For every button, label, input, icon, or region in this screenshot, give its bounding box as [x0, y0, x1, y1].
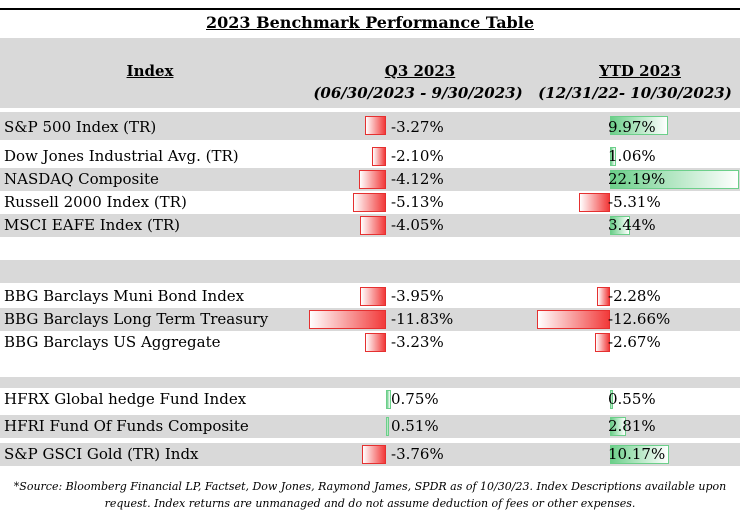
ytd-data-bar	[610, 216, 630, 235]
ytd-data-bar	[610, 417, 627, 436]
ytd-return: -12.66%	[608, 310, 671, 328]
column-header-q3-range: (06/30/2023 - 9/30/2023)	[313, 84, 523, 102]
table-row: BBG Barclays US Aggregate -3.23% -2.67%	[0, 331, 740, 354]
q3-data-bar	[386, 390, 391, 409]
q3-data-bar	[372, 147, 386, 166]
index-name: Dow Jones Industrial Avg. (TR)	[4, 147, 239, 165]
q3-data-bar	[364, 116, 386, 135]
table-header: Index Q3 2023 (06/30/2023 - 9/30/2023) Y…	[0, 38, 740, 108]
q3-return: 0.75%	[391, 390, 439, 408]
table-row: NASDAQ Composite -4.12% 22.19%	[0, 168, 740, 191]
ytd-return: 22.19%	[608, 170, 666, 188]
index-name: BBG Barclays US Aggregate	[4, 333, 221, 351]
ytd-return: -2.67%	[608, 333, 661, 351]
q3-return: -3.27%	[391, 118, 444, 136]
ytd-return: 1.06%	[608, 147, 656, 165]
q3-return: -4.12%	[391, 170, 444, 188]
table-title: 2023 Benchmark Performance Table	[0, 8, 740, 34]
ytd-data-bar	[610, 116, 668, 135]
q3-data-bar	[386, 417, 390, 436]
table-row: BBG Barclays Long Term Treasury -11.83% -1…	[0, 308, 740, 331]
table-row: MSCI EAFE Index (TR) -4.05% 3.44%	[0, 214, 740, 237]
table-row: S&P 500 Index (TR) -3.27% 9.97%	[0, 112, 740, 140]
q3-return: 0.51%	[391, 417, 439, 435]
index-name: Russell 2000 Index (TR)	[4, 193, 187, 211]
q3-data-bar	[365, 333, 386, 352]
ytd-return: 9.97%	[608, 118, 656, 136]
q3-data-bar	[359, 216, 386, 235]
source-footnote: *Source: Bloomberg Financial LP, Factset…	[13, 480, 727, 510]
q3-return: -5.13%	[391, 193, 444, 211]
ytd-return: -2.28%	[608, 287, 661, 305]
q3-return: -3.23%	[391, 333, 444, 351]
index-name: S&P 500 Index (TR)	[4, 118, 157, 136]
table-row: HFRI Fund Of Funds Composite 0.51% 2.81%	[0, 415, 740, 438]
q3-data-bar	[359, 170, 386, 189]
index-name: BBG Barclays Muni Bond Index	[4, 287, 245, 305]
ytd-return: 3.44%	[608, 216, 656, 234]
index-name: S&P GSCI Gold (TR) Indx	[4, 445, 199, 463]
ytd-data-bar	[579, 193, 610, 212]
q3-data-bar	[352, 193, 386, 212]
ytd-data-bar	[596, 287, 610, 306]
q3-return: -4.05%	[391, 216, 444, 234]
q3-data-bar	[360, 287, 386, 306]
q3-data-bar	[309, 310, 386, 329]
ytd-data-bar	[610, 147, 617, 166]
spacer-row	[0, 237, 740, 260]
column-header-q3: Q3 2023	[384, 62, 456, 80]
table-row: Russell 2000 Index (TR) -5.13% -5.31%	[0, 191, 740, 214]
table-row: HFRX Global hedge Fund Index 0.75% 0.55%	[0, 388, 740, 411]
column-header-index: Index	[126, 62, 174, 80]
q3-return: -11.83%	[391, 310, 454, 328]
ytd-return: -5.31%	[608, 193, 661, 211]
ytd-return: 2.81%	[608, 417, 656, 435]
q3-return: -2.10%	[391, 147, 444, 165]
ytd-data-bar	[536, 310, 610, 329]
ytd-data-bar	[610, 445, 669, 464]
q3-data-bar	[361, 445, 386, 464]
q3-return: -3.95%	[391, 287, 444, 305]
ytd-return: 0.55%	[608, 390, 656, 408]
column-header-ytd: YTD 2023	[599, 62, 681, 80]
spacer-row	[0, 260, 740, 283]
index-name: BBG Barclays Long Term Treasury	[4, 310, 269, 328]
ytd-data-bar	[610, 170, 739, 189]
index-name: NASDAQ Composite	[4, 170, 159, 188]
ytd-data-bar	[594, 333, 610, 352]
table-row: S&P GSCI Gold (TR) Indx -3.76% 10.17%	[0, 443, 740, 466]
table-row: Dow Jones Industrial Avg. (TR) -2.10% 1.06…	[0, 145, 740, 168]
index-name: MSCI EAFE Index (TR)	[4, 216, 181, 234]
index-name: HFRI Fund Of Funds Composite	[4, 417, 249, 435]
ytd-return: 10.17%	[608, 445, 666, 463]
index-name: HFRX Global hedge Fund Index	[4, 390, 247, 408]
q3-return: -3.76%	[391, 445, 444, 463]
spacer-row	[0, 354, 740, 377]
ytd-data-bar	[610, 390, 614, 409]
column-header-ytd-range: (12/31/22- 10/30/2023)	[538, 84, 732, 102]
table-row: BBG Barclays Muni Bond Index -3.95% -2.28%	[0, 285, 740, 308]
